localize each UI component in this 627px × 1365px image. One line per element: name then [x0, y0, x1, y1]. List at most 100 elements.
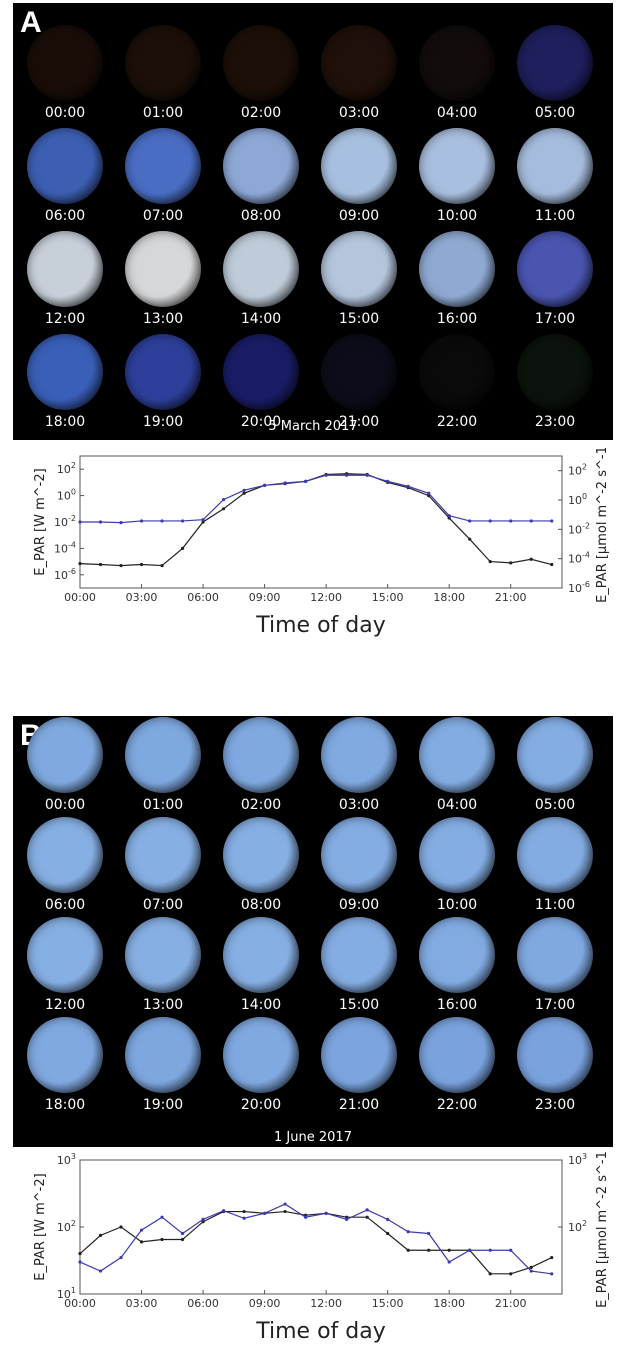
data-point — [488, 1248, 492, 1252]
time-label: 05:00 — [534, 797, 576, 813]
sky-image-cell: 09:00 — [309, 817, 409, 913]
y-tick-label: 100 — [57, 488, 76, 503]
time-label: 08:00 — [240, 897, 282, 913]
x-tick-label: 03:00 — [126, 1297, 158, 1310]
data-point — [468, 519, 472, 523]
time-label: 10:00 — [436, 208, 478, 224]
data-point — [201, 1220, 205, 1224]
panel-b: B 00:0001:0002:0003:0004:0005:0006:0007:… — [13, 716, 613, 1147]
data-point — [283, 1209, 287, 1214]
sky-image — [419, 717, 495, 793]
time-label: 23:00 — [534, 1097, 576, 1113]
data-point — [386, 479, 390, 483]
sky-image-cell: 22:00 — [407, 1017, 507, 1113]
sky-image-cell: 15:00 — [309, 231, 409, 327]
time-label: 22:00 — [436, 414, 478, 430]
sky-image-cell: 11:00 — [505, 817, 605, 913]
sky-image-cell: 21:00 — [309, 1017, 409, 1113]
data-point — [386, 1231, 390, 1236]
time-label: 00:00 — [44, 797, 86, 813]
data-point — [365, 1208, 369, 1212]
sky-image — [125, 717, 201, 793]
sky-image-cell: 07:00 — [113, 128, 213, 224]
time-label: 07:00 — [142, 208, 184, 224]
sky-image-cell: 22:00 — [407, 334, 507, 430]
sky-image — [517, 917, 593, 993]
series-line-2 — [79, 1203, 552, 1275]
data-point — [201, 518, 205, 522]
data-point — [488, 1272, 492, 1276]
sky-image — [517, 231, 593, 307]
data-point — [488, 519, 492, 523]
data-point — [201, 1217, 205, 1221]
x-tick-label: 18:00 — [433, 591, 465, 604]
data-point — [98, 1269, 103, 1273]
time-label: 01:00 — [142, 105, 184, 121]
data-point — [529, 557, 533, 561]
series-line-1 — [79, 1210, 553, 1275]
data-point — [529, 519, 533, 523]
time-label: 20:00 — [240, 1097, 282, 1113]
data-point — [509, 519, 513, 523]
time-label: 06:00 — [44, 208, 86, 224]
sky-image — [27, 717, 103, 793]
data-point — [509, 561, 513, 565]
data-point — [509, 1248, 513, 1252]
sky-image — [321, 1017, 397, 1093]
time-label: 05:00 — [534, 105, 576, 121]
data-point — [160, 519, 164, 523]
data-point — [139, 1240, 144, 1244]
sky-image — [419, 334, 495, 410]
sky-image — [517, 817, 593, 893]
x-tick-label: 21:00 — [495, 591, 527, 604]
sky-image — [27, 1017, 103, 1093]
sky-image — [223, 717, 299, 793]
time-label: 16:00 — [436, 997, 478, 1013]
sky-image — [321, 717, 397, 793]
time-label: 01:00 — [142, 797, 184, 813]
time-label: 14:00 — [240, 997, 282, 1013]
sky-image-cell: 06:00 — [15, 128, 115, 224]
panel-a: A 00:00 01:00 02:00 03:00 04:00 05:00 06:00 07:… — [13, 3, 613, 440]
sky-image — [125, 128, 201, 204]
data-point — [427, 491, 431, 495]
x-tick-label: 00:00 — [64, 591, 96, 604]
time-label: 15:00 — [338, 311, 380, 327]
chart-a: 10-6 10-4 10-2 100 102 10-6 10-4 10-2 100 102 00:0… — [0, 441, 627, 653]
sky-image — [223, 128, 299, 204]
y-right-tick-label: 10-4 — [568, 551, 590, 566]
sky-image — [517, 128, 593, 204]
sky-image — [517, 25, 593, 101]
x-axis-label: Time of day — [255, 1319, 386, 1344]
sky-image-cell: 23:00 — [505, 334, 605, 430]
data-point — [529, 1265, 533, 1269]
sky-image — [223, 25, 299, 101]
time-label: 16:00 — [436, 311, 478, 327]
sky-image — [27, 231, 103, 307]
sky-image — [125, 231, 201, 307]
sky-image — [125, 917, 201, 993]
sky-image-cell: 18:00 — [15, 1017, 115, 1113]
data-point — [180, 519, 185, 523]
data-point — [550, 1272, 554, 1276]
data-point — [468, 537, 472, 541]
sky-image — [223, 917, 299, 993]
data-point — [386, 1217, 390, 1221]
data-point — [242, 1209, 246, 1214]
sky-image — [517, 717, 593, 793]
sky-image-cell: 09:00 — [309, 128, 409, 224]
x-tick-label: 21:00 — [495, 1297, 527, 1310]
data-point — [406, 484, 410, 488]
data-point — [550, 562, 554, 567]
data-point — [201, 520, 205, 524]
sky-image — [321, 128, 397, 204]
sky-image-cell: 18:00 — [15, 334, 115, 430]
time-label: 19:00 — [142, 414, 184, 430]
time-label: 21:00 — [338, 414, 380, 430]
y-tick-label: 102 — [57, 1219, 76, 1234]
sky-image-cell: 13:00 — [113, 231, 213, 327]
sky-image — [27, 917, 103, 993]
data-point — [283, 481, 287, 485]
data-point — [550, 519, 554, 523]
sky-image-cell: 16:00 — [407, 917, 507, 1013]
